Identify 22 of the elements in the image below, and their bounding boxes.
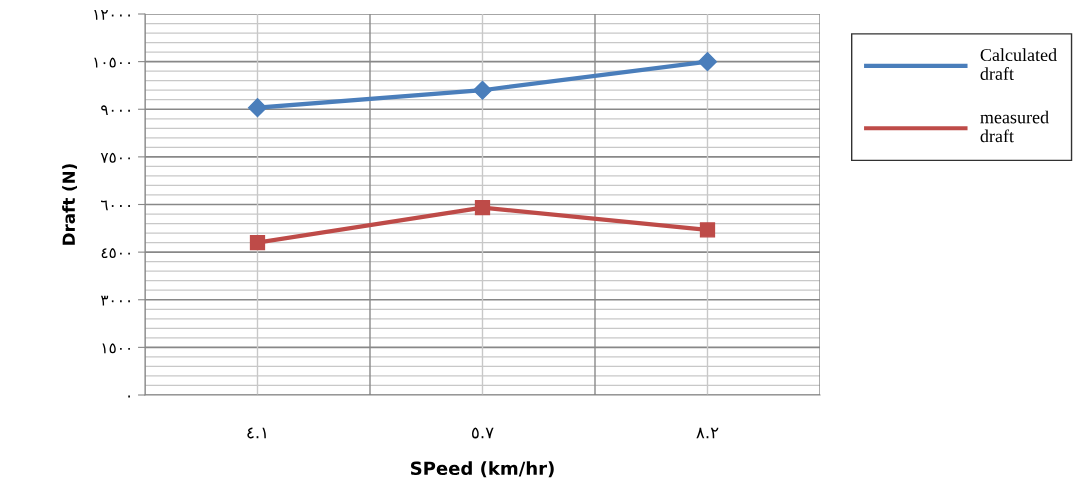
y-tick-label: ٩٠٠٠ — [101, 105, 130, 116]
y-tick-label: ١٢٠٠٠ — [94, 10, 130, 20]
y-tick-label: ١٥٠٠ — [102, 343, 130, 354]
x-axis-title: SPeed (km/hr) — [410, 461, 554, 478]
text: Calculated draft — [980, 48, 1057, 80]
y-tick-label: ١٠٥٠٠ — [94, 57, 130, 68]
y-tick-label: ٣٠٠٠ — [100, 295, 130, 306]
x-tick-label: ٥.٧ — [472, 427, 494, 439]
y-axis-title: Draft (N) — [62, 164, 77, 245]
y-tick-label: ٠ — [128, 395, 130, 398]
text: measured draft — [980, 110, 1049, 143]
point — [474, 200, 491, 216]
y-tick-label: ٤٥٠٠ — [101, 248, 130, 259]
x-tick-label: ٨.٢ — [696, 427, 719, 439]
point — [699, 222, 716, 238]
y-tick-label: ٧٥٠٠ — [100, 152, 130, 163]
y-tick-label: ٦٠٠٠ — [101, 200, 130, 211]
x-tick-label: ٤.١ — [247, 427, 266, 439]
point — [247, 98, 268, 118]
point — [697, 52, 718, 72]
point — [249, 234, 266, 251]
point — [472, 80, 493, 100]
